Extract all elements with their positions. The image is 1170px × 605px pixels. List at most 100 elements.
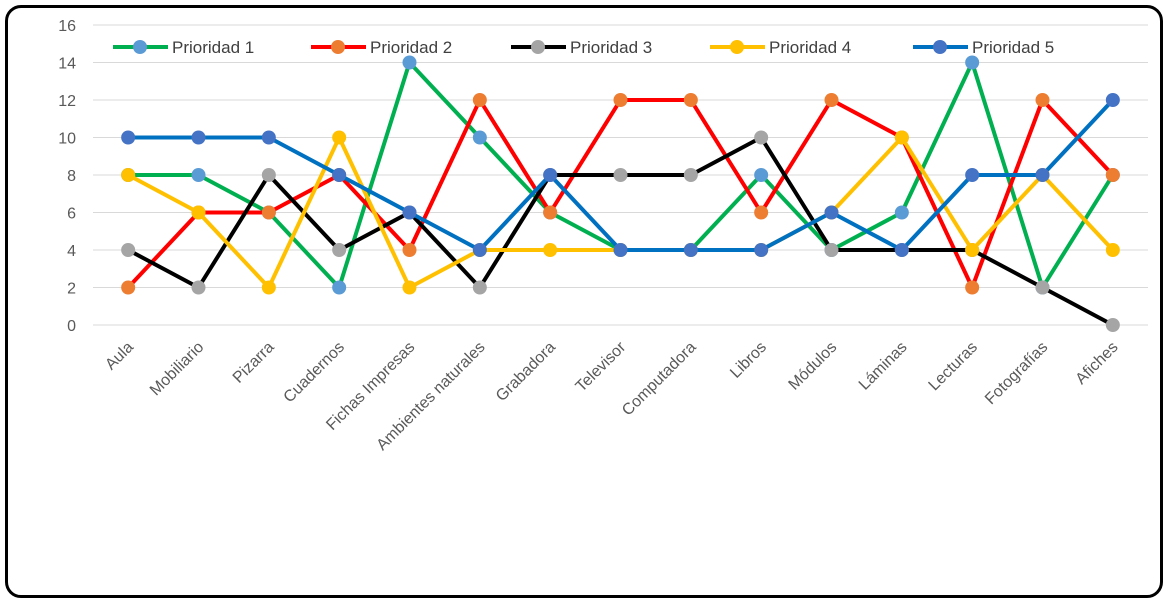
data-point <box>894 205 909 220</box>
y-tick-label: 8 <box>67 168 76 185</box>
data-point <box>613 168 628 182</box>
data-point <box>894 243 909 257</box>
data-point <box>191 168 206 182</box>
data-point <box>754 205 769 220</box>
data-point <box>191 205 206 220</box>
x-tick-label: Libros <box>727 339 770 382</box>
x-tick-label: Láminas <box>856 339 911 394</box>
data-point <box>402 280 417 295</box>
x-tick-label: Computadora <box>619 339 700 420</box>
series-group <box>121 93 1120 257</box>
data-point <box>261 168 276 182</box>
legend-label: Prioridad 2 <box>370 38 452 57</box>
x-tick-label: Lecturas <box>926 339 981 394</box>
data-point <box>543 205 558 220</box>
data-point <box>121 130 136 145</box>
y-tick-label: 16 <box>58 18 76 35</box>
x-tick-label: Televisor <box>573 338 630 395</box>
data-point <box>824 93 839 107</box>
data-point <box>402 205 417 220</box>
data-point <box>332 130 347 145</box>
data-point <box>332 280 347 295</box>
y-tick-label: 0 <box>67 318 76 335</box>
y-tick-label: 12 <box>58 93 76 110</box>
series-line <box>126 98 1115 290</box>
legend-entry: Prioridad 2 <box>311 38 452 57</box>
data-point <box>332 168 347 182</box>
data-point <box>754 243 769 257</box>
legend: Prioridad 1 Prioridad 2 Prioridad 3 Priorid… <box>113 38 1054 57</box>
data-point <box>824 205 839 220</box>
data-point <box>402 55 417 70</box>
x-tick-label: Mobiliario <box>147 339 208 400</box>
legend-label: Prioridad 1 <box>172 38 254 57</box>
x-tick-label: Módulos <box>786 339 841 394</box>
legend-swatch-marker <box>331 40 345 54</box>
data-point <box>402 243 417 257</box>
data-point <box>261 130 276 145</box>
x-tick-label: Cuadernos <box>281 339 348 406</box>
legend-entry: Prioridad 1 <box>113 38 254 57</box>
data-point <box>1105 168 1120 182</box>
legend-entry: Prioridad 5 <box>913 38 1054 57</box>
x-tick-label: Pizarra <box>230 339 278 387</box>
data-point <box>472 130 487 145</box>
data-point <box>1105 318 1120 332</box>
y-tick-label: 14 <box>58 56 76 73</box>
data-point <box>754 168 769 182</box>
y-tick-label: 4 <box>67 243 76 260</box>
data-point <box>1035 93 1050 107</box>
legend-swatch-marker <box>133 40 147 54</box>
data-point <box>613 93 628 107</box>
data-point <box>965 280 980 295</box>
legend-label: Prioridad 4 <box>769 38 851 57</box>
y-tick-label: 6 <box>67 206 76 223</box>
data-point <box>1035 280 1050 295</box>
data-point <box>683 243 698 257</box>
data-point <box>121 243 136 257</box>
series-line <box>127 135 1114 327</box>
chart-frame: 0 2 4 6 8 10 12 14 16 Aula Mobiliario Pizarra Cuade… <box>5 5 1163 598</box>
y-tick-label: 2 <box>67 281 76 298</box>
data-point <box>613 243 628 257</box>
x-tick-label: Aula <box>102 339 137 374</box>
data-point <box>754 130 769 145</box>
data-point <box>965 55 980 70</box>
data-point <box>543 243 558 257</box>
legend-entry: Prioridad 4 <box>710 38 851 57</box>
legend-label: Prioridad 3 <box>570 38 652 57</box>
series-group <box>121 130 1120 332</box>
data-point <box>965 168 980 182</box>
x-tick-label: Afiches <box>1073 339 1122 388</box>
x-tick-label: Fotografías <box>982 339 1051 408</box>
legend-swatch-marker <box>531 40 545 54</box>
data-point <box>824 243 839 257</box>
data-point <box>191 130 206 145</box>
data-point <box>1105 93 1120 107</box>
legend-swatch-marker <box>730 40 744 54</box>
x-tick-label: Grabadora <box>493 339 559 405</box>
y-axis: 0 2 4 6 8 10 12 14 16 <box>58 18 76 335</box>
data-point <box>683 168 698 182</box>
data-point <box>1105 243 1120 257</box>
data-point <box>332 243 347 257</box>
data-point <box>965 243 980 257</box>
data-point <box>472 93 487 107</box>
legend-entry: Prioridad 3 <box>511 38 652 57</box>
legend-swatch-marker <box>933 40 947 54</box>
series-group <box>121 93 1120 295</box>
legend-label: Prioridad 5 <box>972 38 1054 57</box>
series-layer <box>121 55 1120 332</box>
data-point <box>894 130 909 145</box>
data-point <box>191 280 206 295</box>
data-point <box>1035 168 1050 182</box>
y-tick-label: 10 <box>58 131 76 148</box>
data-point <box>261 205 276 220</box>
data-point <box>121 280 136 295</box>
data-point <box>472 243 487 257</box>
data-point <box>261 280 276 295</box>
data-point <box>683 93 698 107</box>
data-point <box>543 168 558 182</box>
data-point <box>472 280 487 295</box>
